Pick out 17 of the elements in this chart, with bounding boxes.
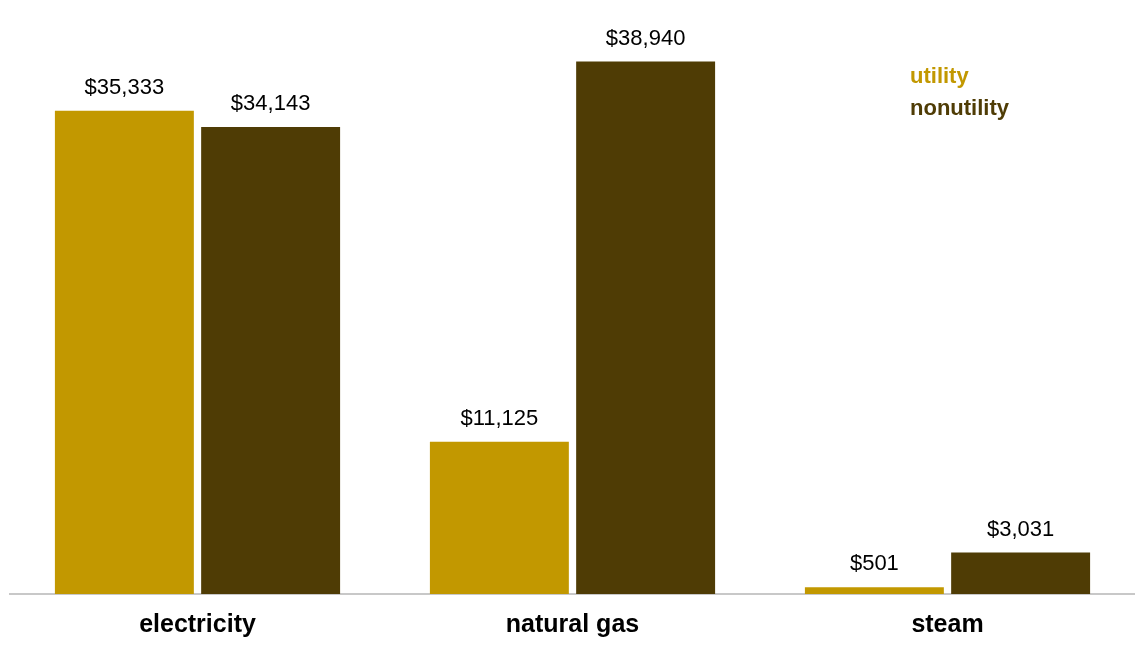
text: utility [910,63,970,89]
data-label: $38,940 [605,24,686,50]
bar [54,110,194,594]
x-tick-label: steam [911,608,984,637]
bar [429,441,569,594]
x-tick-label: natural gas [505,608,640,637]
data-label: $35,333 [84,73,165,99]
bar [951,552,1091,594]
bar [576,61,716,594]
text: nonutility [910,95,1010,121]
data-label: $11,125 [460,404,539,430]
data-label: $501 [849,550,899,576]
data-label: $3,031 [986,515,1055,541]
data-label: $34,143 [230,90,311,116]
x-tick-label: electricity [139,608,256,637]
bar [804,587,944,594]
bar [201,127,341,594]
